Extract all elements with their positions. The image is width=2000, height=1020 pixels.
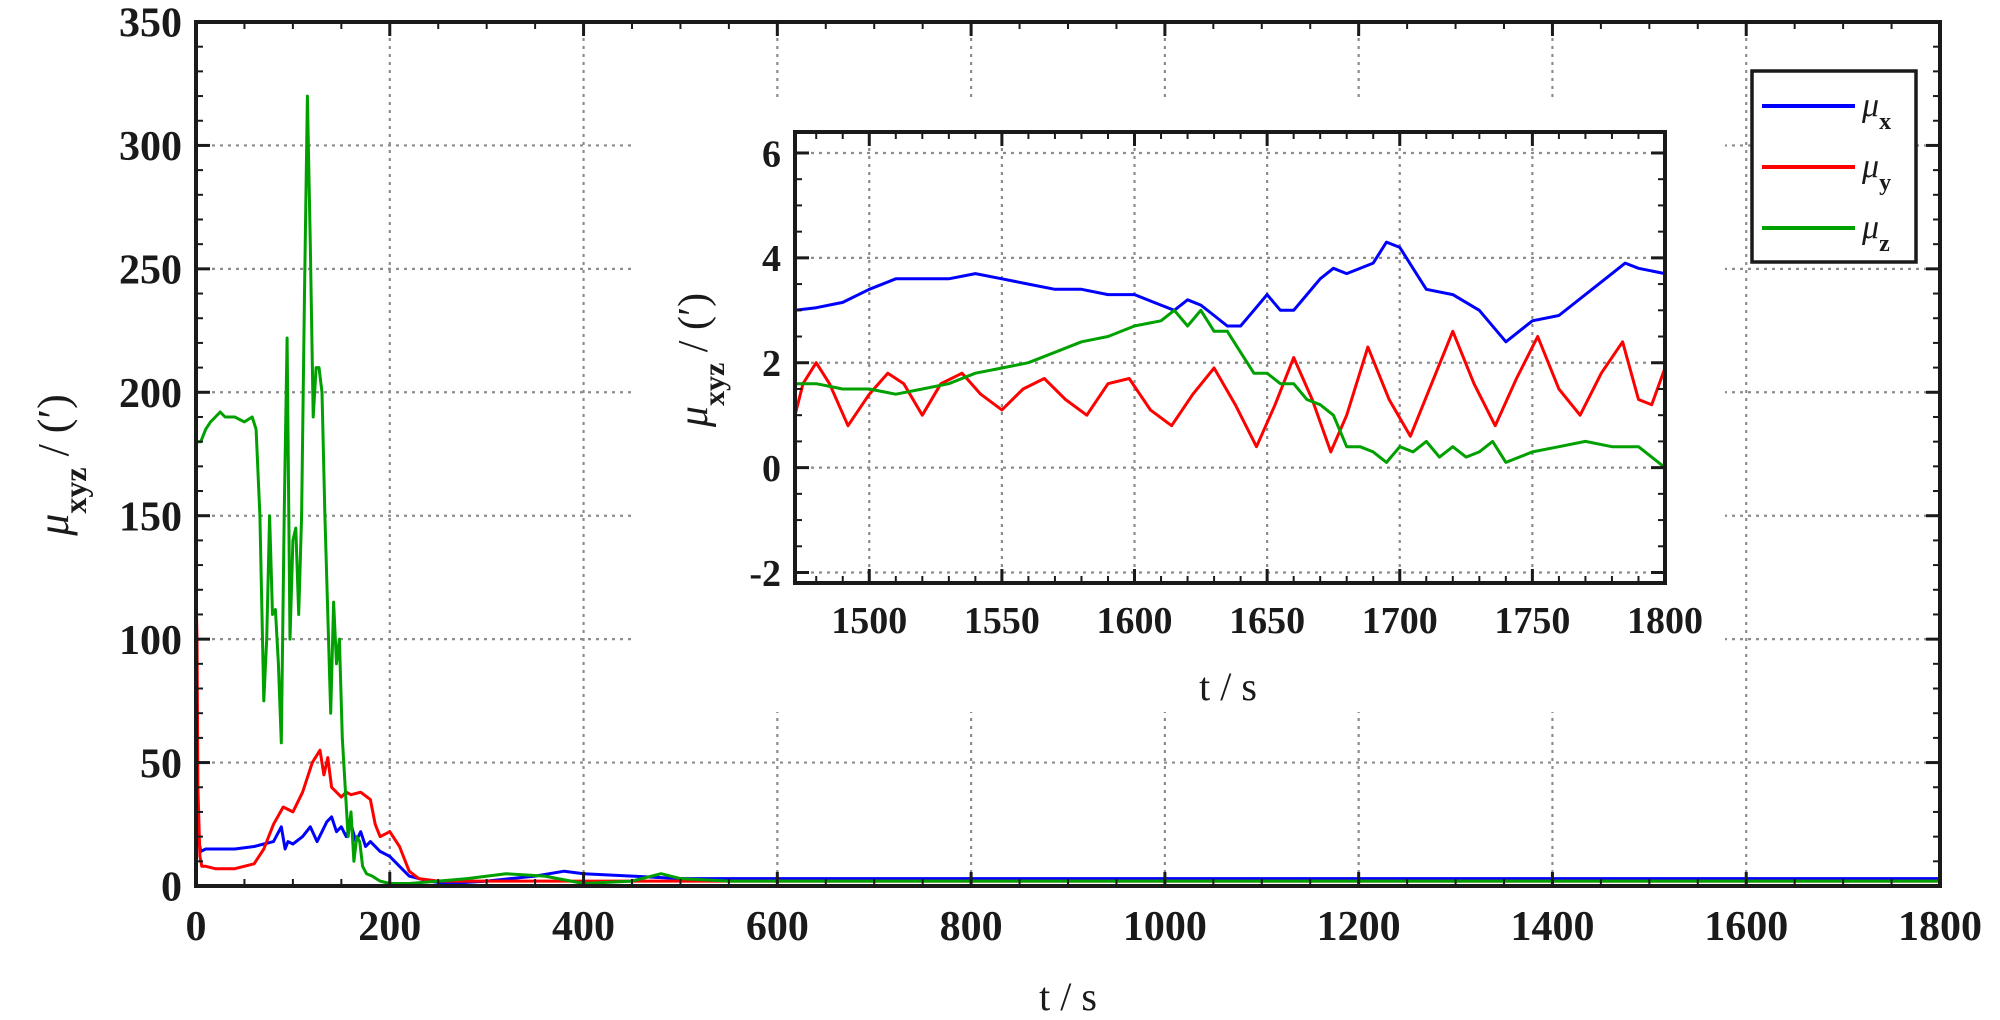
main-y-axis-label: μxyz / (′) xyxy=(29,394,93,536)
main-y-tick-label: 300 xyxy=(119,124,182,170)
main-y-tick-label: 250 xyxy=(119,248,182,294)
main-x-tick-label: 1600 xyxy=(1704,904,1788,950)
inset-y-tick-labels: -2 0 2 4 6 xyxy=(749,133,781,595)
inset-x-tick-label: 1600 xyxy=(1097,600,1173,642)
main-y-tick-label: 0 xyxy=(161,865,182,911)
main-x-tick-label: 200 xyxy=(358,904,421,950)
legend-entry-mu-z: μz xyxy=(1762,209,1890,257)
main-x-tick-label: 1800 xyxy=(1898,904,1982,950)
inset-x-tick-label: 1750 xyxy=(1494,600,1570,642)
inset-plot: 1500 1550 1600 1650 1700 1750 1800 -2 0 2 4 6 t / … xyxy=(635,100,1725,712)
inset-series-line-mu-z xyxy=(795,308,1665,470)
legend: μx μy μz xyxy=(1750,69,1918,264)
legend-entry-mu-y: μy xyxy=(1762,148,1891,196)
inset-x-tick-label: 1550 xyxy=(964,600,1040,642)
inset-x-axis-label: t / s xyxy=(1199,664,1257,709)
main-ticks xyxy=(194,20,1942,888)
inset-y-axis-label: μxyz / (′) xyxy=(671,293,731,428)
main-x-tick-label: 800 xyxy=(940,904,1003,950)
inset-grid xyxy=(795,132,1665,583)
inset-ticks xyxy=(795,132,1667,583)
legend-label-mu-z: μz xyxy=(1861,209,1890,257)
main-x-tick-label: 1200 xyxy=(1317,904,1401,950)
main-series-line-mu-z xyxy=(196,94,1940,885)
inset-x-tick-label: 1650 xyxy=(1229,600,1305,642)
inset-x-tick-label: 1700 xyxy=(1362,600,1438,642)
legend-label-mu-x: μx xyxy=(1861,87,1891,135)
inset-series-line-mu-y xyxy=(795,329,1665,454)
main-y-tick-labels: 0 50 100 150 200 250 300 350 xyxy=(119,1,182,911)
inset-series-line-mu-x xyxy=(795,240,1665,344)
main-x-axis-label: t / s xyxy=(1039,974,1097,1019)
main-y-tick-label: 100 xyxy=(119,618,182,664)
inset-x-tick-label: 1500 xyxy=(831,600,907,642)
inset-background xyxy=(635,100,1725,712)
inset-x-tick-label: 1800 xyxy=(1627,600,1703,642)
inset-y-tick-label: 2 xyxy=(762,343,781,385)
main-y-tick-label: 200 xyxy=(119,371,182,417)
main-y-tick-label: 350 xyxy=(119,1,182,47)
main-x-tick-label: 600 xyxy=(746,904,809,950)
inset-y-tick-label: 6 xyxy=(762,133,781,175)
main-x-tick-labels: 0 200 400 600 800 1000 1200 1400 1600 1800 xyxy=(186,904,1983,950)
main-x-tick-label: 1000 xyxy=(1123,904,1207,950)
legend-label-mu-y: μy xyxy=(1861,148,1891,196)
inset-series xyxy=(795,240,1665,470)
main-x-tick-label: 400 xyxy=(552,904,615,950)
inset-y-tick-label: -2 xyxy=(749,553,781,595)
main-y-tick-label: 150 xyxy=(119,494,182,540)
main-x-tick-label: 0 xyxy=(186,904,207,950)
main-x-tick-label: 1400 xyxy=(1510,904,1594,950)
inset-y-tick-label: 4 xyxy=(762,238,781,280)
inset-plot-frame xyxy=(793,130,1667,585)
legend-entry-mu-x: μx xyxy=(1762,87,1891,135)
inset-x-tick-labels: 1500 1550 1600 1650 1700 1750 1800 xyxy=(831,600,1703,642)
inset-y-tick-label: 0 xyxy=(762,448,781,490)
main-y-tick-label: 50 xyxy=(140,741,182,787)
